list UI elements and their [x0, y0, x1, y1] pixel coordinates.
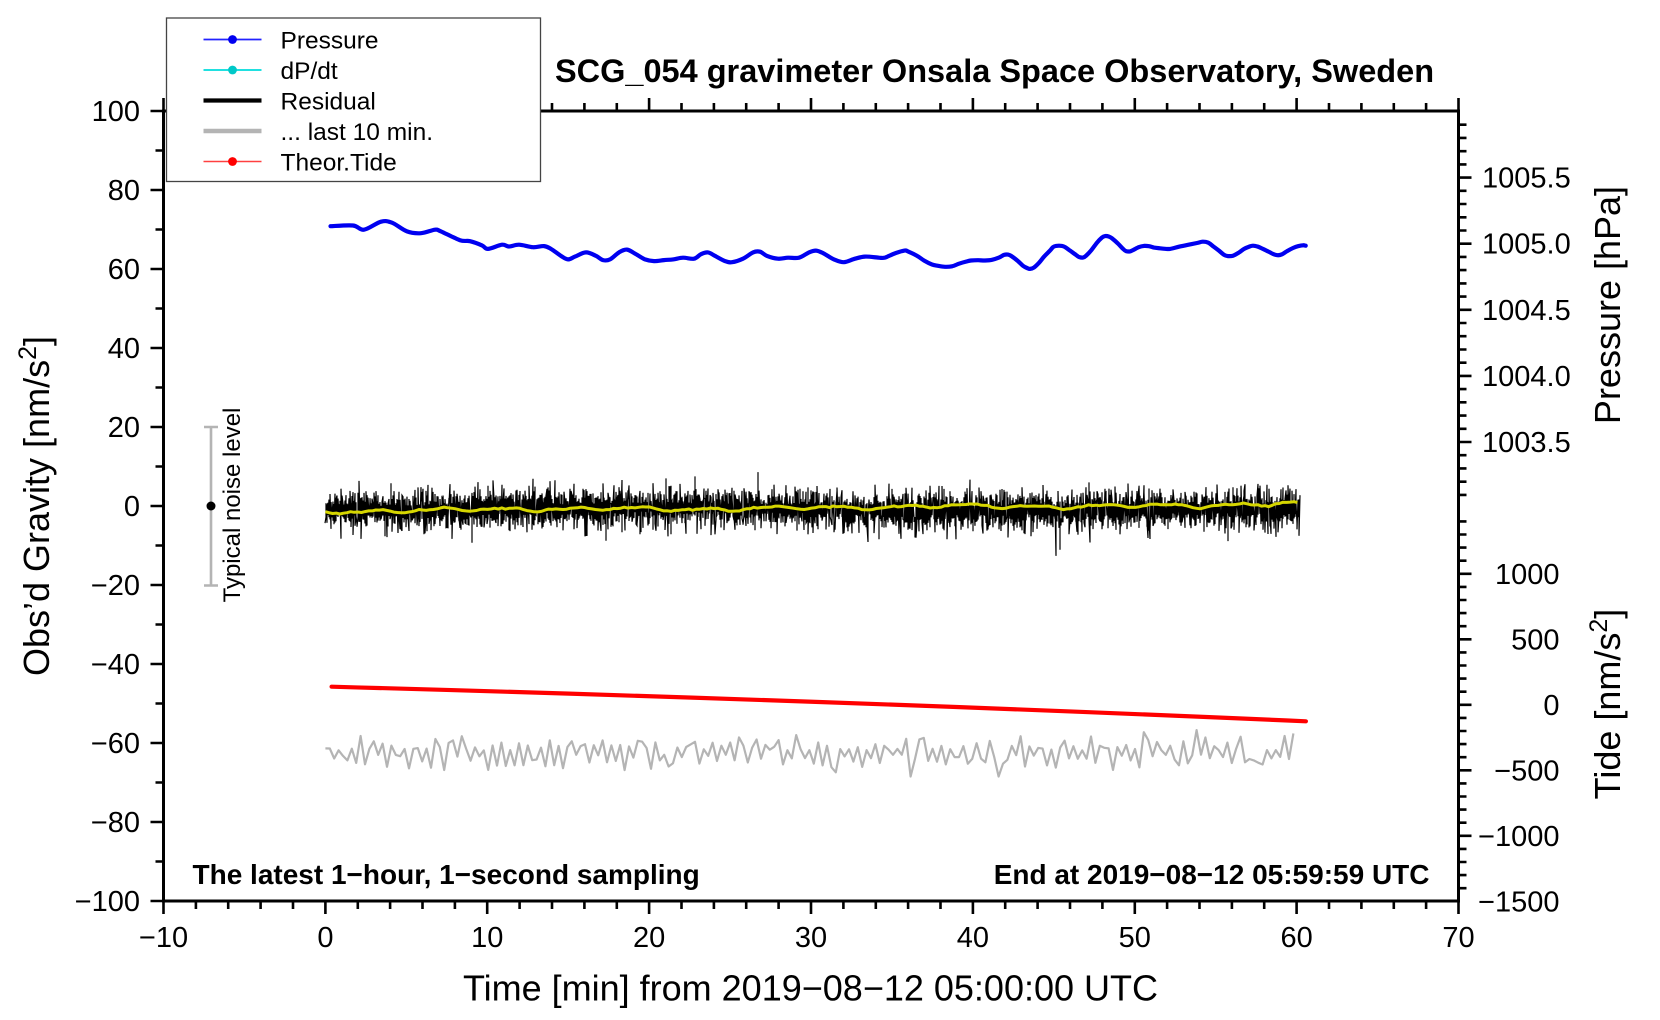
svg-text:−60: −60 — [91, 728, 140, 760]
svg-text:70: 70 — [1442, 922, 1474, 954]
svg-text:1000: 1000 — [1495, 559, 1560, 591]
svg-text:1004.0: 1004.0 — [1482, 361, 1571, 393]
svg-text:1004.5: 1004.5 — [1482, 295, 1571, 327]
svg-text:30: 30 — [795, 922, 827, 954]
svg-text:The latest 1−hour, 1−second sa: The latest 1−hour, 1−second sampling — [193, 859, 700, 890]
svg-text:−10: −10 — [139, 922, 188, 954]
svg-text:Pressure: Pressure — [281, 28, 379, 55]
svg-text:1005.0: 1005.0 — [1482, 229, 1571, 261]
svg-text:Tide [nm/s2]: Tide [nm/s2] — [1585, 609, 1628, 800]
svg-text:10: 10 — [471, 922, 503, 954]
svg-text:Typical noise level: Typical noise level — [219, 408, 246, 603]
svg-text:40: 40 — [108, 333, 140, 365]
svg-text:Theor.Tide: Theor.Tide — [281, 150, 397, 177]
svg-text:Time [min] from 2019−08−12 05:: Time [min] from 2019−08−12 05:00:00 UTC — [463, 968, 1158, 1009]
svg-text:−80: −80 — [91, 807, 140, 839]
svg-text:60: 60 — [108, 254, 140, 286]
svg-text:−1000: −1000 — [1478, 821, 1559, 853]
svg-text:−500: −500 — [1494, 755, 1559, 787]
svg-text:0: 0 — [124, 491, 140, 523]
svg-text:500: 500 — [1511, 624, 1559, 656]
svg-text:100: 100 — [92, 96, 140, 128]
svg-text:1003.5: 1003.5 — [1482, 427, 1571, 459]
svg-text:Pressure [hPa]: Pressure [hPa] — [1587, 186, 1628, 424]
svg-text:−20: −20 — [91, 570, 140, 602]
svg-text:Residual: Residual — [281, 89, 376, 116]
svg-text:50: 50 — [1119, 922, 1151, 954]
svg-text:20: 20 — [633, 922, 665, 954]
svg-text:SCG_054 gravimeter Onsala Spac: SCG_054 gravimeter Onsala Space Observat… — [555, 53, 1434, 89]
svg-text:0: 0 — [317, 922, 333, 954]
svg-text:0: 0 — [1543, 690, 1559, 722]
svg-text:−100: −100 — [75, 886, 140, 918]
svg-text:80: 80 — [108, 175, 140, 207]
svg-text:End at 2019−08−12 05:59:59 UTC: End at 2019−08−12 05:59:59 UTC — [994, 859, 1430, 890]
svg-text:40: 40 — [957, 922, 989, 954]
svg-text:60: 60 — [1280, 922, 1312, 954]
svg-text:Obs’d Gravity [nm/s2]: Obs’d Gravity [nm/s2] — [14, 336, 57, 676]
svg-text:−1500: −1500 — [1478, 886, 1559, 918]
svg-text:dP/dt: dP/dt — [281, 58, 338, 85]
svg-text:1005.5: 1005.5 — [1482, 163, 1571, 195]
svg-text:... last 10 min.: ... last 10 min. — [281, 119, 434, 146]
svg-text:−40: −40 — [91, 649, 140, 681]
svg-text:20: 20 — [108, 412, 140, 444]
